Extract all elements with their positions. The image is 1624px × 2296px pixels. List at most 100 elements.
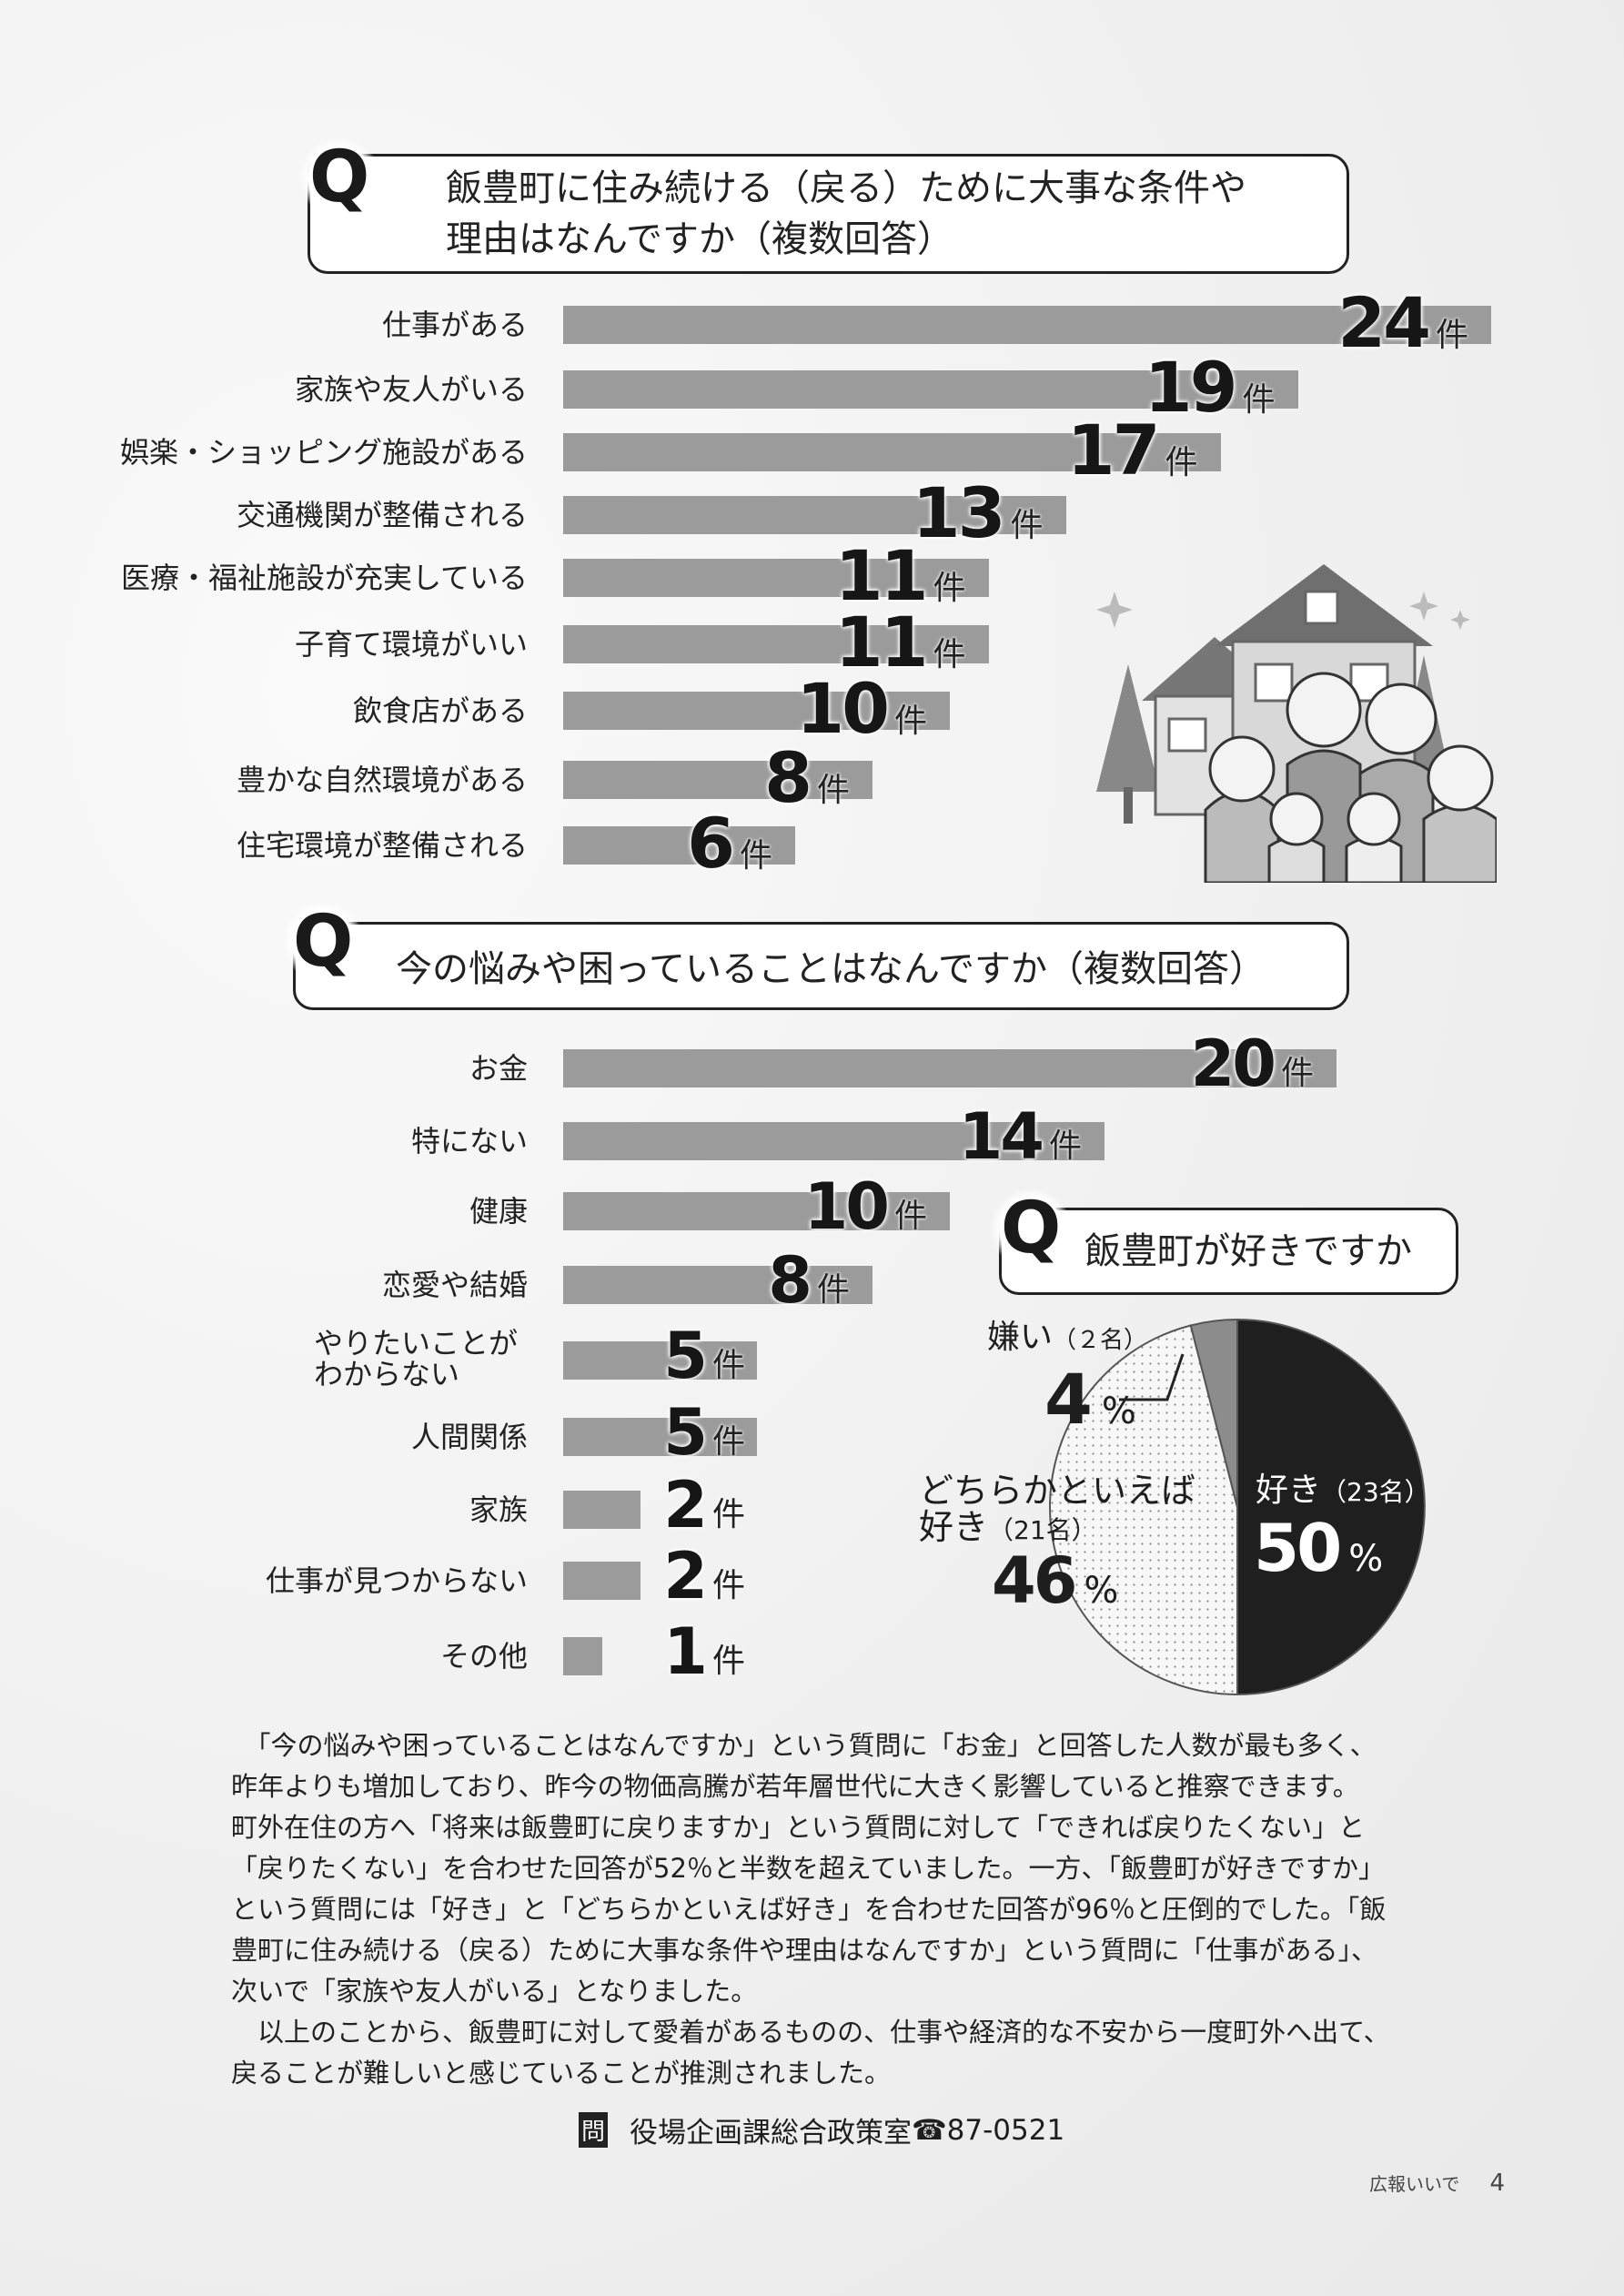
question-title-1-line-1: 飯豊町に住み続ける（戻る）ために大事な条件や <box>446 167 1246 209</box>
bar <box>563 559 989 597</box>
data-label-value: 5 <box>663 1395 708 1470</box>
data-label: 11 件 <box>835 608 966 677</box>
paragraph-line: 町外在住の方へ「将来は飯豊町に戻りますか」という質問に対して「できれば戻りたくな… <box>231 1812 1366 1843</box>
bar <box>563 433 1221 471</box>
data-label-unit: 件 <box>1435 317 1468 354</box>
data-label: 11 件 <box>835 541 966 611</box>
inquiry-badge: 問 <box>579 2112 609 2148</box>
data-label-value: 10 <box>796 668 890 749</box>
bar <box>563 1266 873 1304</box>
data-label-unit: 件 <box>933 636 966 673</box>
category-label: 人間関係 <box>410 1420 528 1454</box>
bar <box>563 1562 641 1600</box>
paragraph-line: 「今の悩みや困っていることはなんですか」という質問に「お金」と回答した人数が最も… <box>231 1730 1377 1761</box>
data-label: 19 件 <box>1145 353 1276 422</box>
data-label: 20 件 <box>1191 1032 1314 1096</box>
data-label-unit: 件 <box>893 1198 927 1235</box>
pie-label-like-name: 好き <box>1256 1472 1322 1509</box>
category-label: 交通機関が整備される <box>236 498 528 532</box>
question-box-2 <box>293 922 1349 1010</box>
data-label-value: 2 <box>663 1468 708 1542</box>
data-label-unit: 件 <box>933 570 966 607</box>
percent-sign: % <box>1084 1570 1119 1612</box>
bar <box>563 1192 950 1230</box>
pie-label-somewhat-like-line1: どちらかといえば <box>919 1471 1196 1511</box>
paragraph-line: という質問には「好き」と「どちらかといえば好き」を合わせた回答が96％と圧倒的で… <box>231 1894 1387 1925</box>
data-label-value: 8 <box>768 1243 812 1318</box>
data-label-value: 6 <box>687 803 735 884</box>
pie-slice-somewhat-like <box>1049 1324 1238 1696</box>
category-label: 家族 <box>469 1492 528 1527</box>
data-label-unit: 件 <box>739 837 772 875</box>
category-label: 仕事がある <box>381 308 528 342</box>
data-label: 10 件 <box>796 674 927 743</box>
question-title-1-line-2: 理由はなんですか（複数回答） <box>446 218 953 260</box>
data-label-value: 11 <box>834 602 929 683</box>
category-label: 家族や友人がいる <box>294 372 528 407</box>
data-label-value: 2 <box>663 1539 708 1613</box>
bar <box>563 1341 757 1380</box>
data-label: 13 件 <box>913 479 1044 548</box>
category-label: お金 <box>469 1051 528 1086</box>
data-label-value: 10 <box>803 1169 890 1244</box>
pie-slice-like <box>1236 1318 1426 1696</box>
pie-label-somewhat-like-line2: 好き <box>919 1507 989 1547</box>
bar <box>563 761 873 799</box>
data-label-value: 13 <box>912 472 1006 553</box>
bar <box>563 1491 641 1529</box>
pie-percent-like-value: 50 <box>1254 1510 1342 1586</box>
category-label: やりたいことが わからない <box>314 1326 519 1391</box>
paragraph-line: 「戻りたくない」を合わせた回答が52％と半数を超えていました。一方、「飯豊町が好… <box>231 1853 1385 1884</box>
category-label: 恋愛や結婚 <box>381 1268 528 1302</box>
bar <box>563 306 1491 344</box>
pie-percent-like: 50% <box>1254 1515 1383 1581</box>
category-label: 子育て環境がいい <box>294 627 528 662</box>
data-label-value: 20 <box>1190 1027 1276 1101</box>
page-footer: 広報いいで 4 <box>1369 2170 1505 2197</box>
data-label-unit: 件 <box>711 1643 745 1680</box>
question-box-3 <box>999 1208 1458 1295</box>
data-label-unit: 件 <box>816 1271 850 1309</box>
category-label: 医療・福祉施設が充実している <box>120 561 528 595</box>
bar <box>563 1049 1337 1087</box>
pie-percent-dislike: 4% <box>1044 1365 1136 1434</box>
data-label-unit: 件 <box>1242 381 1276 419</box>
bar <box>563 496 1066 534</box>
data-label-unit: 件 <box>711 1423 745 1461</box>
q-mark-3: Q <box>992 1188 1071 1269</box>
bar <box>563 1637 602 1675</box>
data-label-value: 5 <box>663 1319 708 1393</box>
bar <box>563 1418 757 1456</box>
pie-label-like: 好き（23名） <box>1256 1474 1430 1507</box>
pie-label-somewhat-like: どちらかといえば 好き（21名） <box>919 1472 1195 1549</box>
pie-slice-dislike <box>1189 1318 1238 1508</box>
family-icon <box>1204 672 1497 883</box>
data-label-value: 17 <box>1066 410 1161 491</box>
category-label: 特にない <box>410 1124 528 1158</box>
pie-percent-dislike-value: 4 <box>1044 1359 1093 1440</box>
data-label-value: 14 <box>958 1099 1044 1174</box>
bar <box>563 826 795 865</box>
pie-percent-somewhat-like: 46% <box>992 1549 1118 1613</box>
data-label: 17 件 <box>1067 416 1198 485</box>
paragraph-line: 戻ることが難しいと感じていることが推測されました。 <box>231 2058 892 2089</box>
paragraph-line: 昨年よりも増加しており、昨今の物価高騰が若年層世代に大きく影響していると推察でき… <box>231 1771 1359 1802</box>
q-mark-1: Q <box>300 137 379 218</box>
bar <box>563 370 1298 409</box>
data-label: 14 件 <box>959 1105 1082 1168</box>
data-label-unit: 件 <box>816 772 850 809</box>
pie-label-somewhat-like-count: （21名） <box>988 1515 1097 1545</box>
data-label-unit: 件 <box>711 1347 745 1384</box>
category-label: その他 <box>439 1639 528 1674</box>
q-mark-2: Q <box>284 901 363 983</box>
data-label-unit: 件 <box>1048 1128 1082 1165</box>
data-label-unit: 件 <box>893 703 927 740</box>
data-label-unit: 件 <box>1010 507 1044 544</box>
